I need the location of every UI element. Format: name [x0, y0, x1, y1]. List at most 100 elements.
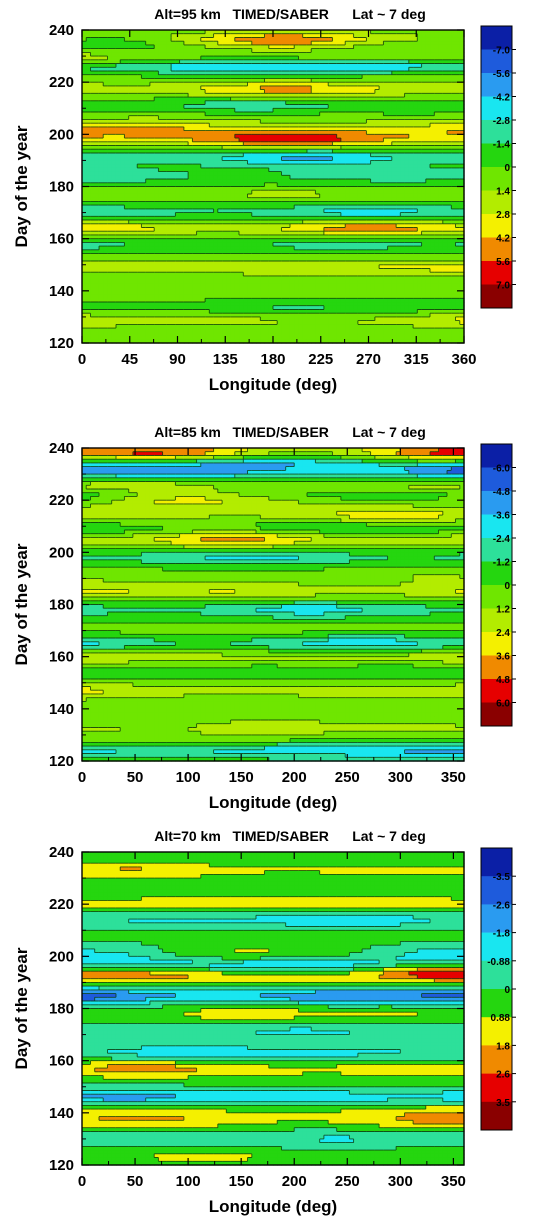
contour-cell — [391, 152, 397, 158]
contour-cell — [315, 108, 321, 113]
contour-cell — [451, 231, 457, 236]
contour-cell — [179, 70, 185, 76]
contour-cell — [438, 93, 444, 98]
contour-cell — [319, 52, 325, 57]
contour-cell — [455, 152, 461, 158]
contour-cell — [370, 74, 376, 80]
contour-cell — [217, 167, 223, 173]
contour-cell — [447, 227, 452, 232]
contour-cell — [171, 108, 176, 113]
contour-cell — [413, 175, 418, 180]
contour-cell — [340, 126, 346, 132]
contour-cell — [145, 205, 151, 210]
contour-cell — [421, 78, 427, 83]
contour-cell — [298, 223, 304, 229]
contour-cell — [408, 141, 414, 147]
contour-cell — [209, 149, 215, 154]
contour-cell — [277, 212, 283, 217]
contour-cell — [111, 152, 117, 158]
contour-cell — [141, 201, 147, 206]
contour-cell — [285, 97, 291, 102]
contour-cell — [459, 164, 465, 169]
contour-cell — [438, 220, 444, 225]
contour-cell — [442, 134, 448, 139]
contour-cell — [366, 164, 372, 169]
contour-cell — [413, 152, 418, 158]
contour-cell — [268, 208, 274, 214]
contour-cell — [323, 179, 329, 184]
contour-cell — [247, 234, 253, 240]
contour-cell — [396, 33, 401, 39]
contour-cell — [370, 115, 376, 121]
contour-cell — [425, 182, 431, 188]
contour-cell — [302, 197, 308, 203]
contour-cell — [264, 33, 270, 39]
contour-cell — [149, 82, 155, 87]
contour-cell — [205, 108, 210, 113]
contour-cell — [82, 138, 87, 143]
contour-cell — [209, 220, 215, 225]
contour-cell — [217, 130, 223, 135]
contour-cell — [115, 100, 121, 106]
contour-cell — [268, 82, 274, 87]
contour-cell — [315, 130, 321, 135]
contour-cell — [192, 97, 198, 102]
contour-cell — [137, 78, 143, 83]
contour-cell — [205, 171, 210, 176]
contour-cell — [256, 89, 261, 94]
contour-cell — [413, 78, 418, 83]
contour-cell — [455, 164, 461, 169]
contour-cell — [417, 141, 423, 147]
contour-cell — [404, 152, 410, 158]
contour-cell — [374, 111, 380, 117]
contour-cell — [298, 70, 304, 76]
contour-cell — [128, 123, 134, 128]
contour-cell — [111, 63, 117, 68]
contour-cell — [111, 82, 117, 87]
contour-cell — [158, 33, 164, 39]
contour-cell — [137, 97, 143, 102]
contour-cell — [447, 212, 452, 217]
contour-cell — [306, 134, 312, 139]
contour-cell — [243, 208, 249, 214]
contour-cell — [209, 85, 215, 91]
contour-cell — [230, 82, 236, 87]
contour-cell — [132, 179, 138, 184]
contour-cell — [302, 48, 308, 53]
contour-cell — [417, 212, 423, 217]
contour-cell — [145, 223, 151, 229]
contour-cell — [447, 74, 452, 80]
contour-cell — [158, 145, 164, 150]
contour-cell — [226, 97, 232, 102]
contour-cell — [192, 67, 198, 72]
contour-cell — [230, 145, 236, 150]
contour-cell — [421, 149, 427, 154]
contour-cell — [149, 89, 155, 94]
contour-cell — [345, 130, 350, 135]
contour-cell — [273, 190, 278, 195]
contour-cell — [425, 212, 431, 217]
contour-cell — [417, 100, 423, 106]
contour-cell — [124, 167, 130, 173]
contour-cell — [247, 190, 253, 195]
contour-cell — [149, 48, 155, 53]
contour-cell — [209, 111, 215, 117]
contour-cell — [285, 190, 291, 195]
contour-cell — [256, 234, 261, 240]
contour-cell — [107, 160, 113, 165]
contour-cell — [188, 108, 193, 113]
contour-cell — [294, 111, 300, 117]
contour-cell — [374, 70, 380, 76]
contour-cell — [430, 212, 435, 217]
contour-cell — [374, 56, 380, 61]
contour-cell — [421, 205, 427, 210]
contour-cell — [86, 78, 92, 83]
contour-cell — [230, 141, 236, 147]
contour-cell — [149, 160, 155, 165]
contour-cell — [149, 111, 155, 117]
contour-cell — [158, 190, 164, 195]
contour-cell — [370, 48, 376, 53]
contour-cell — [217, 37, 223, 42]
contour-cell — [209, 179, 215, 184]
contour-cell — [115, 89, 121, 94]
